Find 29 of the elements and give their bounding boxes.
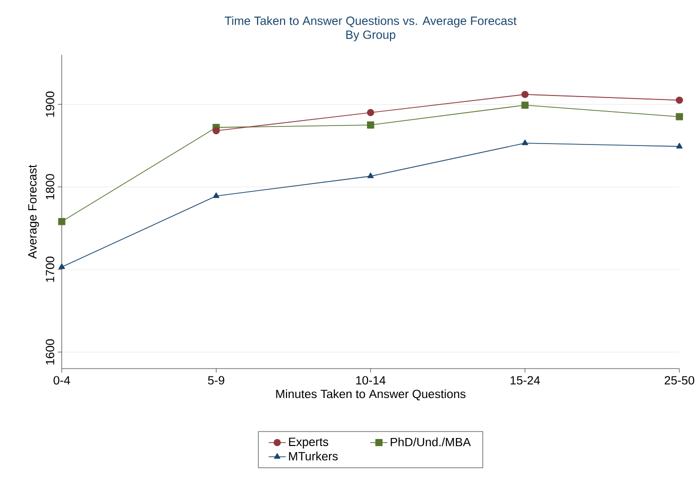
point [213,192,220,198]
point [366,108,374,116]
point [676,142,683,148]
legend-label: Experts [289,438,328,448]
chart-subtitle: By Group [346,30,396,42]
point [366,121,374,128]
point [367,172,374,178]
point [522,139,528,146]
legend-label: MTurkers [289,452,338,460]
x-tick-label: 0-4 [54,376,70,384]
x-axis-title: Minutes Taken to Answer Questions [276,389,466,400]
y-tick-label: 1600 [46,339,54,364]
point [676,113,683,120]
y-tick-label: 1900 [46,91,54,117]
legend-label: PhD/Und./MBA [390,437,471,446]
y-tick-label: 1700 [46,256,54,282]
point [521,101,529,109]
point [58,218,66,226]
point [676,96,683,104]
y-axis-title: Average Forecast [28,164,39,259]
y-tick-label: 1800 [46,174,54,200]
point [58,263,65,269]
x-tick-label: 10-14 [356,376,386,384]
point [521,90,529,98]
chart-title: Time Taken to Answer Questions vs. Average Forecast [224,16,517,28]
x-tick-label: 15-24 [510,376,540,384]
x-tick-label: 25-50 [664,376,694,384]
x-tick-label: 5-9 [208,376,224,384]
point [212,127,220,134]
